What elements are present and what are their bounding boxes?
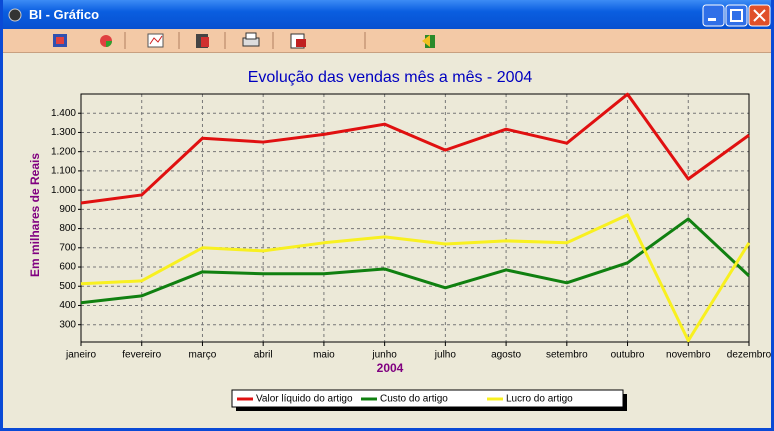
legend-label: Lucro do artigo (506, 394, 573, 405)
y-tick-label: 600 (59, 262, 76, 273)
toolbar (3, 29, 771, 53)
x-tick-label: maio (313, 350, 335, 361)
plot-area (81, 94, 749, 342)
x-tick-label: março (189, 350, 217, 361)
toolbar-button[interactable] (147, 33, 164, 48)
y-tick-label: 1.400 (51, 108, 76, 119)
x-tick-label: julho (434, 350, 457, 361)
plot-border (80, 93, 750, 343)
y-tick-label: 900 (59, 204, 76, 215)
y-tick-label: 400 (59, 300, 76, 311)
x-tick-label: outubro (611, 350, 645, 361)
minimize-button[interactable] (702, 4, 725, 27)
legend-label: Valor líquido do artigo (256, 394, 353, 405)
y-tick-label: 700 (59, 242, 76, 253)
y-tick-label: 500 (59, 281, 76, 292)
legend (231, 389, 624, 408)
x-tick-label: setembro (546, 350, 588, 361)
y-tick-label: 1.200 (51, 146, 76, 157)
toolbar-button[interactable] (242, 32, 260, 47)
x-tick-label: abril (254, 350, 273, 361)
series-line (80, 213, 751, 343)
close-button[interactable] (748, 4, 771, 27)
series-line (80, 92, 750, 205)
y-tick-label: 300 (59, 319, 76, 330)
toolbar-button[interactable] (422, 35, 435, 48)
y-tick-label: 1.000 (51, 185, 76, 196)
app-icon (8, 8, 22, 22)
x-tick-label: dezembro (727, 350, 771, 361)
window-title: BI - Gráfico (29, 7, 100, 22)
toolbar-icons (53, 32, 435, 49)
y-tick-label: 800 (59, 223, 76, 234)
toolbar-button[interactable] (196, 34, 209, 48)
series-line (80, 217, 751, 305)
y-tick-label: 1.300 (51, 127, 76, 138)
x-tick-label: fevereiro (122, 350, 161, 361)
title-bar-icons (8, 4, 771, 27)
toolbar-button[interactable] (53, 34, 67, 47)
x-tick-label: junho (371, 350, 397, 361)
toolbar-button[interactable] (100, 35, 112, 47)
x-axis-label: 2004 (377, 361, 404, 375)
y-axis-label: Em milhares de Reais (28, 153, 42, 277)
toolbar-button[interactable] (290, 33, 306, 49)
title-bar: BI - Gráfico (3, 0, 771, 29)
x-tick-label: agosto (491, 350, 521, 361)
chart: Evolução das vendas mês a mês - 2004 200… (28, 69, 771, 411)
y-tick-label: 1.100 (51, 166, 76, 177)
chart-title: Evolução das vendas mês a mês - 2004 (248, 69, 533, 86)
legend-label: Custo do artigo (380, 394, 448, 405)
x-tick-label: novembro (666, 350, 711, 361)
maximize-button[interactable] (725, 4, 748, 27)
x-tick-label: janeiro (65, 350, 96, 361)
